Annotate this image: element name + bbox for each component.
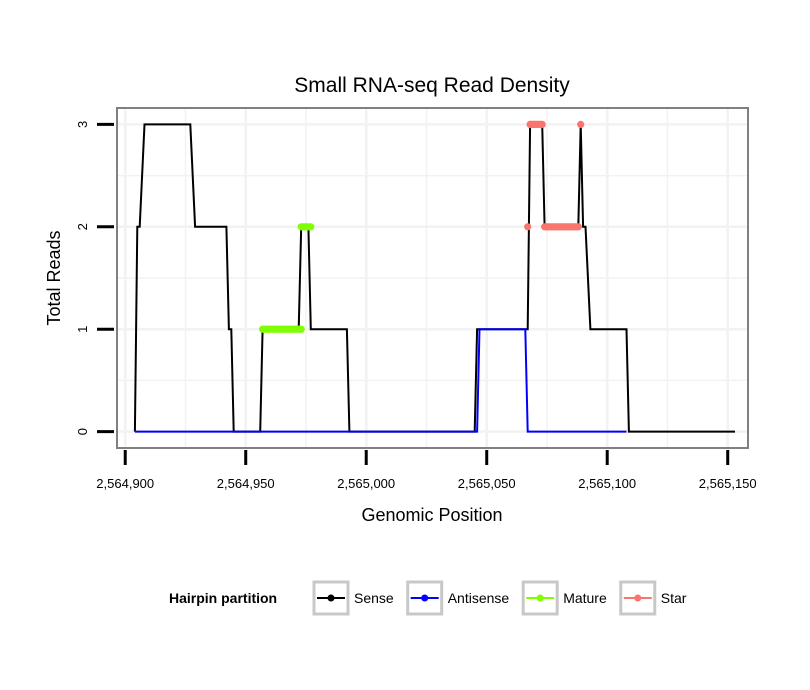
legend-item-mature: Mature: [521, 580, 607, 616]
series-layer: [133, 120, 735, 433]
x-tick-label: 2,564,900: [96, 476, 154, 491]
data-point-star: [538, 120, 546, 128]
legend-label: Mature: [563, 590, 607, 606]
data-point-mature: [297, 325, 305, 333]
data-point-star: [524, 223, 532, 231]
series-points-star: [524, 120, 585, 231]
series-line-antisense: [134, 328, 627, 433]
series-points-mature: [259, 223, 315, 333]
series-line-sense: [133, 123, 735, 433]
legend: Hairpin partition Sense Antisense Mature St…: [169, 580, 687, 616]
x-tick-label: 2,564,950: [217, 476, 275, 491]
legend-key-point: [421, 594, 429, 602]
x-tick-label: 2,565,000: [337, 476, 395, 491]
x-axis-title: Genomic Position: [361, 505, 502, 525]
y-tick-label: 2: [75, 223, 90, 230]
y-tick-label: 0: [75, 428, 90, 435]
x-tick-label: 2,565,100: [578, 476, 636, 491]
legend-item-sense: Sense: [312, 580, 394, 616]
legend-item-antisense: Antisense: [406, 580, 510, 616]
x-tick-label: 2,565,050: [458, 476, 516, 491]
data-point-mature: [307, 223, 315, 231]
legend-label: Star: [661, 590, 687, 606]
legend-key-point: [634, 594, 642, 602]
legend-key-point: [536, 594, 544, 602]
legend-item-star: Star: [619, 580, 687, 616]
y-tick-label: 1: [75, 326, 90, 333]
legend-label: Sense: [354, 590, 394, 606]
legend-key-point: [327, 594, 335, 602]
data-point-star: [574, 223, 582, 231]
legend-label: Antisense: [448, 590, 510, 606]
y-axis-title: Total Reads: [44, 230, 64, 325]
y-tick-label: 3: [75, 121, 90, 128]
x-tick-label: 2,565,150: [699, 476, 757, 491]
chart-title: Small RNA-seq Read Density: [294, 74, 570, 97]
axes: 2,564,900 2,564,950 2,565,000 2,565,050 2,56…: [75, 121, 757, 491]
legend-title: Hairpin partition: [169, 590, 277, 606]
data-point-star: [577, 120, 585, 128]
